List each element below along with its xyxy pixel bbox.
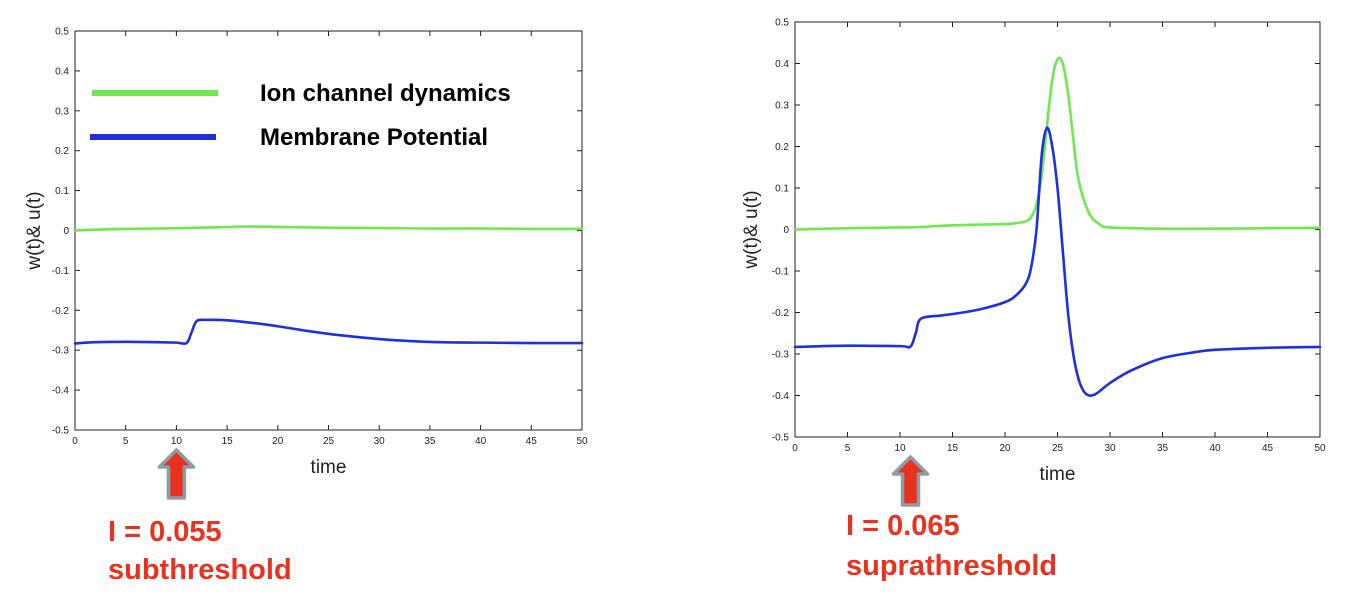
x-tick-label: 40 [1209, 443, 1221, 454]
x-tick-label: 50 [576, 436, 588, 447]
y-tick-label: 0.3 [775, 101, 789, 112]
x-tick-label: 15 [947, 443, 959, 454]
plot-suprathreshold: 0 5 10 15 20 25 30 35 40 45 50 0.5 0.4 0.3 0.2 0.1 0 -0.1… [741, 18, 1326, 486]
annotation-current-label: I = 0.055 [108, 516, 222, 548]
arrow-up-icon [157, 448, 196, 500]
y-tick-label: -0.2 [52, 306, 70, 317]
legend-label-ion: Ion channel dynamics [260, 80, 511, 107]
y-axis-label: w(t)& u(t) [24, 191, 45, 270]
x-tick-label: 35 [424, 436, 436, 447]
y-tick-label: 0.1 [775, 184, 789, 195]
x-tick-label: 30 [1104, 443, 1116, 454]
series-line-ion [73, 225, 584, 232]
annotation-subthreshold: I = 0.055 subthreshold [108, 448, 292, 586]
x-tick-label: 50 [1314, 443, 1326, 454]
series-line-membrane [73, 318, 584, 346]
annotation-regime-label: subthreshold [108, 554, 292, 586]
y-tick-label: 0 [63, 226, 69, 237]
y-tick-label: 0.4 [55, 66, 69, 77]
annotation-suprathreshold: I = 0.065 suprathreshold [846, 455, 1057, 582]
x-tick-label: 20 [999, 443, 1011, 454]
y-tick-label: -0.3 [772, 350, 790, 361]
y-tick-label: -0.4 [772, 391, 790, 402]
y-tick-label: 0.5 [55, 27, 69, 38]
series-line-membrane [793, 126, 1322, 397]
y-tick-label: 0.2 [775, 142, 789, 153]
x-tick-label: 0 [72, 436, 78, 447]
y-tick-label: -0.1 [772, 267, 790, 278]
x-tick-label: 30 [374, 436, 386, 447]
y-tick-label: -0.5 [772, 433, 790, 444]
y-tick-label: -0.4 [52, 386, 70, 397]
y-tick-label: 0.4 [775, 59, 789, 70]
x-tick-label: 5 [845, 443, 851, 454]
x-tick-label: 15 [222, 436, 234, 447]
y-tick-label: -0.2 [772, 308, 790, 319]
x-axis-label: time [1040, 464, 1076, 485]
x-tick-label: 45 [526, 436, 538, 447]
x-tick-label: 10 [894, 443, 906, 454]
x-tick-label: 45 [1262, 443, 1274, 454]
x-tick-label: 40 [475, 436, 487, 447]
plot-subthreshold: 0 5 10 15 20 25 30 35 40 45 50 0.5 0.4 0.3 0.2 0.1 0 -0.1… [24, 27, 588, 479]
x-tick-label: 0 [792, 443, 798, 454]
x-tick-label: 10 [171, 436, 183, 447]
x-tick-label: 25 [323, 436, 335, 447]
x-tick-label: 20 [272, 436, 284, 447]
y-tick-label: 0.3 [55, 106, 69, 117]
y-tick-label: 0 [783, 225, 789, 236]
annotation-regime-label: suprathreshold [846, 550, 1057, 582]
y-tick-label: 0.1 [55, 186, 69, 197]
annotation-current-label: I = 0.065 [846, 510, 960, 542]
arrow-up-icon [891, 455, 930, 507]
y-tick-label: -0.1 [52, 266, 70, 277]
legend-label-membrane: Membrane Potential [260, 124, 488, 151]
series-line-ion [793, 56, 1322, 231]
legend: Ion channel dynamics Membrane Potential [90, 80, 511, 151]
x-tick-label: 25 [1052, 443, 1064, 454]
x-axis-label: time [311, 457, 347, 478]
x-tick-label: 5 [123, 436, 129, 447]
y-tick-label: 0.2 [55, 146, 69, 157]
y-axis-label: w(t)& u(t) [741, 190, 762, 269]
x-tick-label: 35 [1157, 443, 1169, 454]
y-tick-label: -0.5 [52, 426, 70, 437]
y-tick-label: -0.3 [52, 346, 70, 357]
y-tick-label: 0.5 [775, 18, 789, 29]
